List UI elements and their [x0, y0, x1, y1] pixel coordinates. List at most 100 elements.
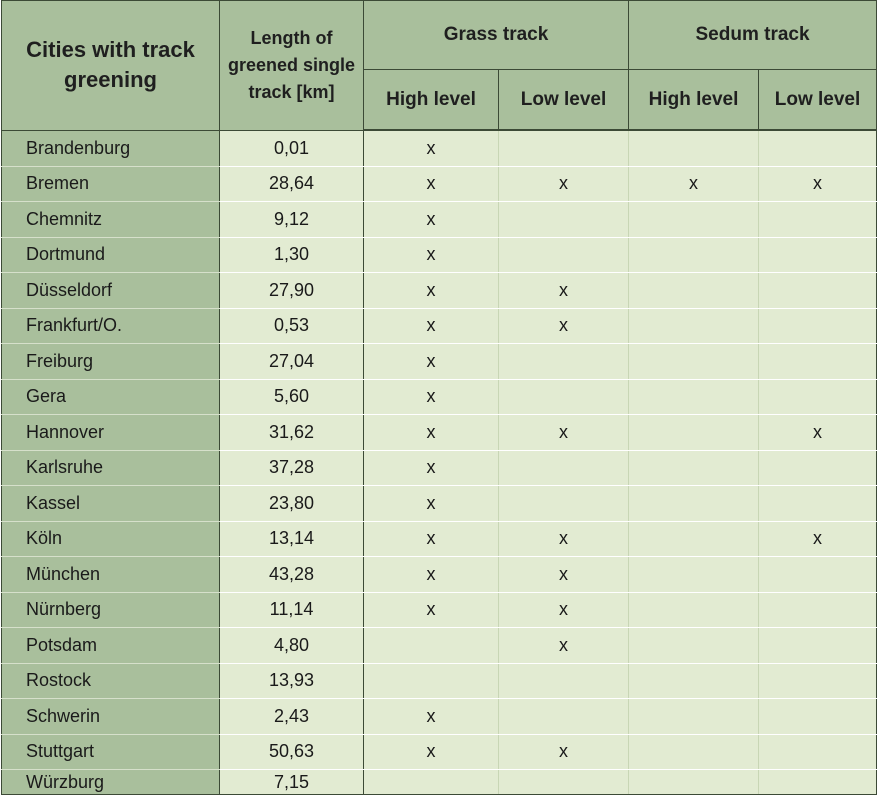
- grass-low-level-cell: [497, 769, 630, 795]
- sedum-low-level-cell: [758, 449, 877, 486]
- table-row: Brandenburg 0,01 x: [1, 129, 877, 167]
- table-row: Bremen 28,64 x x x x: [1, 165, 877, 202]
- sedum-low-level-cell: [758, 129, 877, 167]
- sedum-low-level-cell: [758, 378, 877, 415]
- sedum-low-level-cell: [758, 662, 877, 699]
- grass-high-level-cell: x: [363, 556, 499, 593]
- length-cell: 4,80: [219, 627, 364, 664]
- length-cell: 27,04: [219, 343, 364, 380]
- grass-high-level-cell: [363, 769, 499, 795]
- grass-track-group-header: Grass track: [362, 0, 630, 70]
- sedum-high-level-cell: [628, 485, 760, 522]
- grass-high-level-cell: x: [363, 449, 499, 486]
- length-cell: 37,28: [219, 449, 364, 486]
- length-cell: 1,30: [219, 236, 364, 273]
- length-cell: 13,93: [219, 662, 364, 699]
- grass-low-level-cell: x: [497, 307, 630, 344]
- city-cell: Köln: [1, 520, 220, 557]
- grass-high-level-header: High level: [363, 69, 499, 131]
- grass-low-level-cell: x: [497, 165, 630, 202]
- length-cell: 28,64: [219, 165, 364, 202]
- grass-low-level-cell: [497, 201, 630, 238]
- grass-high-level-cell: x: [363, 165, 499, 202]
- grass-high-level-cell: x: [363, 733, 499, 770]
- sedum-high-level-cell: [628, 591, 760, 628]
- table-row: Köln 13,14 x x x: [1, 520, 877, 557]
- grass-low-level-cell: x: [497, 627, 630, 664]
- sedum-high-level-cell: [628, 343, 760, 380]
- sedum-high-level-header: High level: [628, 69, 760, 131]
- grass-low-level-cell: [497, 662, 630, 699]
- city-cell: Kassel: [1, 485, 220, 522]
- sedum-high-level-cell: [628, 449, 760, 486]
- grass-high-level-cell: x: [363, 591, 499, 628]
- grass-high-level-cell: x: [363, 272, 499, 309]
- length-cell: 0,53: [219, 307, 364, 344]
- table-row: Freiburg 27,04 x: [1, 343, 877, 380]
- sedum-low-level-cell: [758, 733, 877, 770]
- city-cell: Dortmund: [1, 236, 220, 273]
- city-column-header: Cities with track greening: [1, 0, 220, 131]
- table-row: Karlsruhe 37,28 x: [1, 449, 877, 486]
- grass-low-level-cell: x: [497, 733, 630, 770]
- grass-high-level-cell: x: [363, 129, 499, 167]
- table-header: Cities with track greening Length of gre…: [1, 0, 877, 131]
- length-cell: 50,63: [219, 733, 364, 770]
- city-cell: Karlsruhe: [1, 449, 220, 486]
- sedum-high-level-cell: [628, 307, 760, 344]
- sedum-high-level-cell: [628, 556, 760, 593]
- grass-low-level-cell: [497, 698, 630, 735]
- table-row: Frankfurt/O. 0,53 x x: [1, 307, 877, 344]
- sedum-low-level-cell: [758, 556, 877, 593]
- sedum-high-level-cell: [628, 414, 760, 451]
- sedum-low-level-cell: [758, 272, 877, 309]
- length-cell: 31,62: [219, 414, 364, 451]
- city-cell: Rostock: [1, 662, 220, 699]
- sedum-low-level-cell: [758, 236, 877, 273]
- city-cell: Nürnberg: [1, 591, 220, 628]
- table-row: Gera 5,60 x: [1, 378, 877, 415]
- city-cell: Gera: [1, 378, 220, 415]
- city-cell: Brandenburg: [1, 129, 220, 167]
- length-cell: 43,28: [219, 556, 364, 593]
- length-cell: 23,80: [219, 485, 364, 522]
- grass-high-level-cell: x: [363, 485, 499, 522]
- sedum-low-level-cell: x: [758, 165, 877, 202]
- grass-low-level-cell: [497, 485, 630, 522]
- city-cell: Potsdam: [1, 627, 220, 664]
- sedum-high-level-cell: [628, 520, 760, 557]
- length-cell: 2,43: [219, 698, 364, 735]
- sedum-high-level-cell: [628, 769, 760, 795]
- sedum-high-level-cell: [628, 129, 760, 167]
- city-cell: Düsseldorf: [1, 272, 220, 309]
- grass-low-level-cell: x: [497, 272, 630, 309]
- grass-high-level-cell: x: [363, 378, 499, 415]
- table-row: München 43,28 x x: [1, 556, 877, 593]
- sedum-low-level-header: Low level: [758, 69, 877, 131]
- length-cell: 0,01: [219, 129, 364, 167]
- table-row: Hannover 31,62 x x x: [1, 414, 877, 451]
- table-row: Potsdam 4,80 x: [1, 627, 877, 664]
- sedum-low-level-cell: [758, 627, 877, 664]
- grass-low-level-cell: x: [497, 414, 630, 451]
- city-cell: Frankfurt/O.: [1, 307, 220, 344]
- sedum-high-level-cell: [628, 698, 760, 735]
- sedum-high-level-cell: [628, 627, 760, 664]
- length-cell: 27,90: [219, 272, 364, 309]
- sedum-high-level-cell: [628, 236, 760, 273]
- sedum-high-level-cell: [628, 378, 760, 415]
- city-cell: Würzburg: [1, 769, 220, 795]
- sedum-high-level-cell: [628, 733, 760, 770]
- table-row: Rostock 13,93: [1, 662, 877, 699]
- city-cell: München: [1, 556, 220, 593]
- grass-low-level-cell: [497, 129, 630, 167]
- sedum-low-level-cell: [758, 307, 877, 344]
- sedum-low-level-cell: [758, 591, 877, 628]
- grass-high-level-cell: x: [363, 307, 499, 344]
- sedum-low-level-cell: x: [758, 414, 877, 451]
- header-row-1: Cities with track greening Length of gre…: [1, 0, 877, 131]
- city-cell: Stuttgart: [1, 733, 220, 770]
- sedum-high-level-cell: x: [628, 165, 760, 202]
- table-row: Düsseldorf 27,90 x x: [1, 272, 877, 309]
